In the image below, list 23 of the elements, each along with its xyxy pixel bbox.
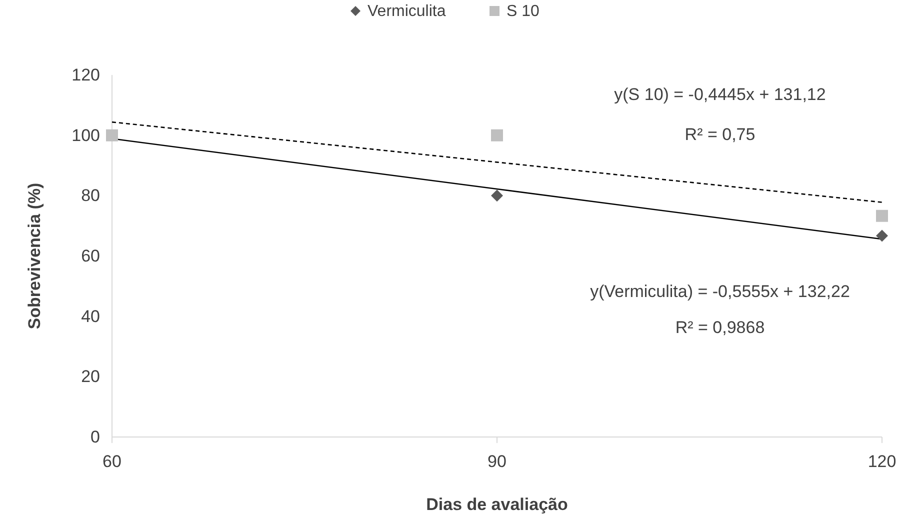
annotation: R² = 0,75 [684,125,756,144]
annotation: y(S 10) = -0,4445x + 131,12 [614,85,826,104]
point [876,210,888,222]
x-axis-title: Dias de avaliação [426,495,568,514]
legend-label: Vermiculita [368,3,446,20]
y-axis-title: Sobrevivencia (%) [25,182,44,330]
point [876,230,888,242]
annotation: R² = 0,9868 [675,318,765,337]
x-tick-label: 60 [102,452,122,471]
legend-label: S 10 [506,3,540,20]
point [491,129,503,142]
y-tick-label: 60 [81,246,100,266]
y-tick-label: 0 [90,428,100,446]
x-tick-label: 90 [488,452,506,471]
x-tick-label: 120 [868,452,896,471]
y-tick-label: 80 [81,186,100,206]
y-tick-label: 20 [81,367,100,386]
y-tick-label: 40 [81,306,100,326]
point [106,129,118,142]
annotation: y(Vermiculita) = -0,5555x + 132,22 [590,282,850,301]
y-tick-label: 100 [72,126,100,145]
y-tick-label: 120 [72,66,100,84]
point [491,190,503,202]
